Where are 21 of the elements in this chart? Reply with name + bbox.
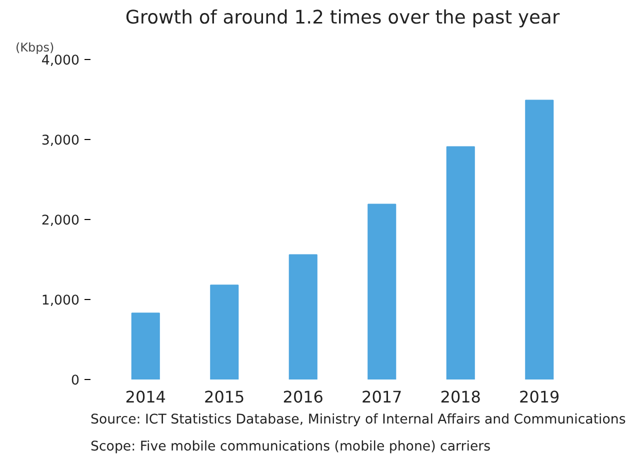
x-tick-label: 2017 [362,388,402,406]
x-tick-label: 2016 [282,388,324,406]
bar [446,146,475,380]
y-tick-label: 2,000 [41,214,80,228]
y-tick-label: 3,000 [41,134,80,148]
x-tick-label: 2014 [125,388,166,406]
y-axis-title: (Kbps) [16,40,54,54]
bar [288,254,318,380]
bar [525,100,554,380]
y-tick-label: 1,000 [41,294,80,308]
bar [210,284,239,380]
x-tick-label: 2019 [519,388,560,406]
y-tick-label: 0 [71,374,80,388]
chart-title: Growth of around 1.2 times over the past year [125,8,560,28]
y-tick-label: 4,000 [41,54,80,68]
source-note: Source: ICT Statistics Database, Ministry of Internal Affairs and Communications [90,412,626,428]
text: Scope: Five mobile communications (mobile phone) carriers [90,440,491,454]
x-tick-label: 2018 [440,388,481,406]
x-tick-label: 2015 [204,388,245,406]
bar [131,312,160,380]
bar [368,204,396,380]
